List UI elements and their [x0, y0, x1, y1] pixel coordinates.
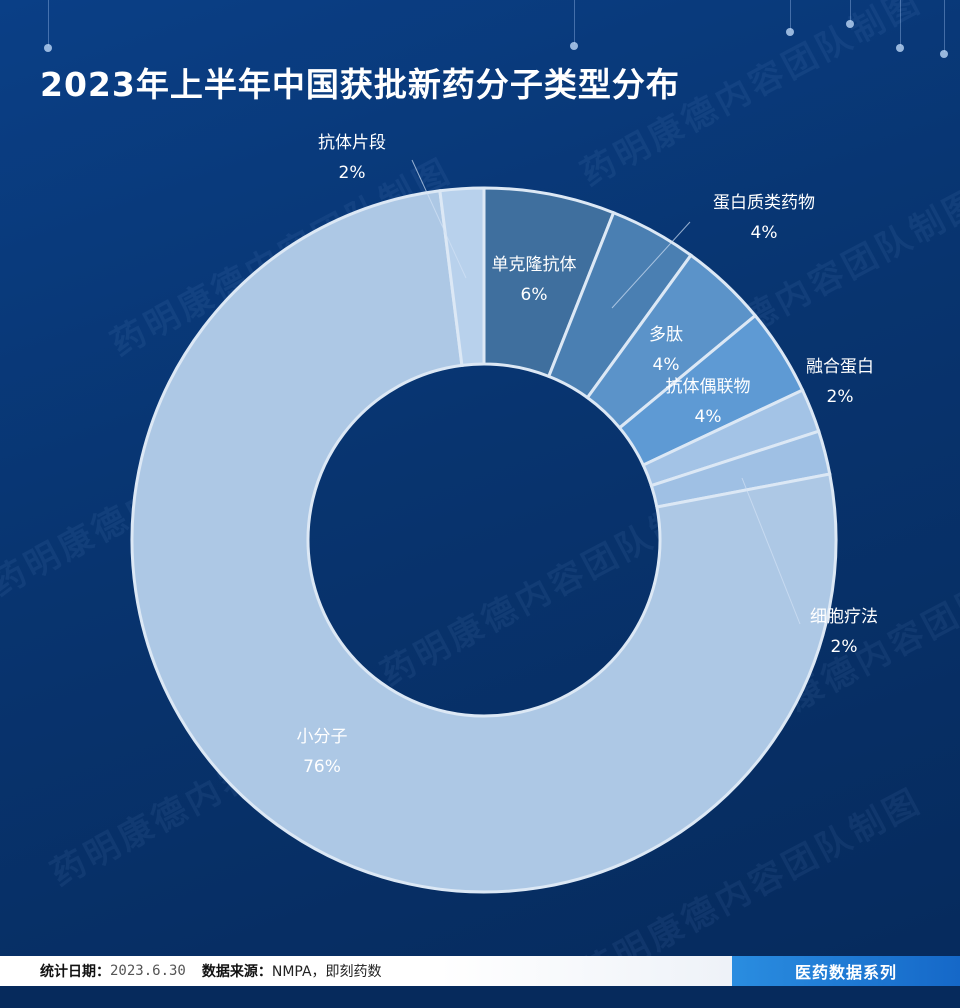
chart-title: 2023年上半年中国获批新药分子类型分布: [40, 65, 680, 104]
source-label: 数据来源：: [201, 964, 272, 980]
series-badge: 医药数据系列: [732, 956, 960, 986]
decor-line: [574, 0, 575, 44]
slice-7: [130, 189, 838, 894]
leader-line: [611, 221, 691, 309]
source-value: NMPA，即刻药数: [271, 964, 382, 980]
slice-label: 融合蛋白: [806, 357, 874, 377]
slice-value-label: 2%: [339, 163, 366, 183]
slice-value-label: 6%: [521, 285, 548, 305]
slice-8: [438, 186, 486, 368]
slice-value-label: 2%: [831, 637, 858, 657]
decor-dot: [846, 20, 854, 28]
leader-line: [741, 477, 801, 625]
decor-line: [790, 0, 791, 30]
slice-label: 多肽: [649, 325, 683, 345]
decor-dot: [44, 44, 52, 52]
decor-dot: [570, 42, 578, 50]
slice-value-label: 76%: [303, 757, 341, 777]
slice-label: 抗体偶联物: [666, 377, 751, 397]
leader-line: [411, 159, 467, 279]
footer-info: 统计日期： 2023.6.30 数据来源： NMPA，即刻药数: [0, 956, 732, 986]
footer: 统计日期： 2023.6.30 数据来源： NMPA，即刻药数 医药数据系列: [0, 956, 960, 986]
decor-line: [900, 0, 901, 46]
decor-dot: [940, 50, 948, 58]
decor-line: [48, 0, 49, 46]
decor-dot: [786, 28, 794, 36]
bottom-band: [0, 986, 960, 1008]
decor-line: [944, 0, 945, 52]
date-label: 统计日期：: [40, 964, 110, 980]
slice-label: 抗体片段: [318, 133, 386, 153]
slice-value-label: 4%: [751, 223, 778, 243]
slice-label: 小分子: [297, 727, 348, 747]
slice-value-label: 4%: [653, 355, 680, 375]
date-value: 2023.6.30: [110, 963, 186, 979]
slice-label: 细胞疗法: [810, 607, 878, 627]
slice-value-label: 2%: [827, 387, 854, 407]
donut-chart: 单克隆抗体6%蛋白质类药物4%多肽4%抗体偶联物4%融合蛋白2%细胞疗法2%小分…: [130, 133, 878, 894]
decor-dot: [896, 44, 904, 52]
slice-value-label: 4%: [695, 407, 722, 427]
decor-line: [850, 0, 851, 22]
slice-label: 蛋白质类药物: [713, 193, 815, 213]
slice-label: 单克隆抗体: [492, 255, 577, 275]
